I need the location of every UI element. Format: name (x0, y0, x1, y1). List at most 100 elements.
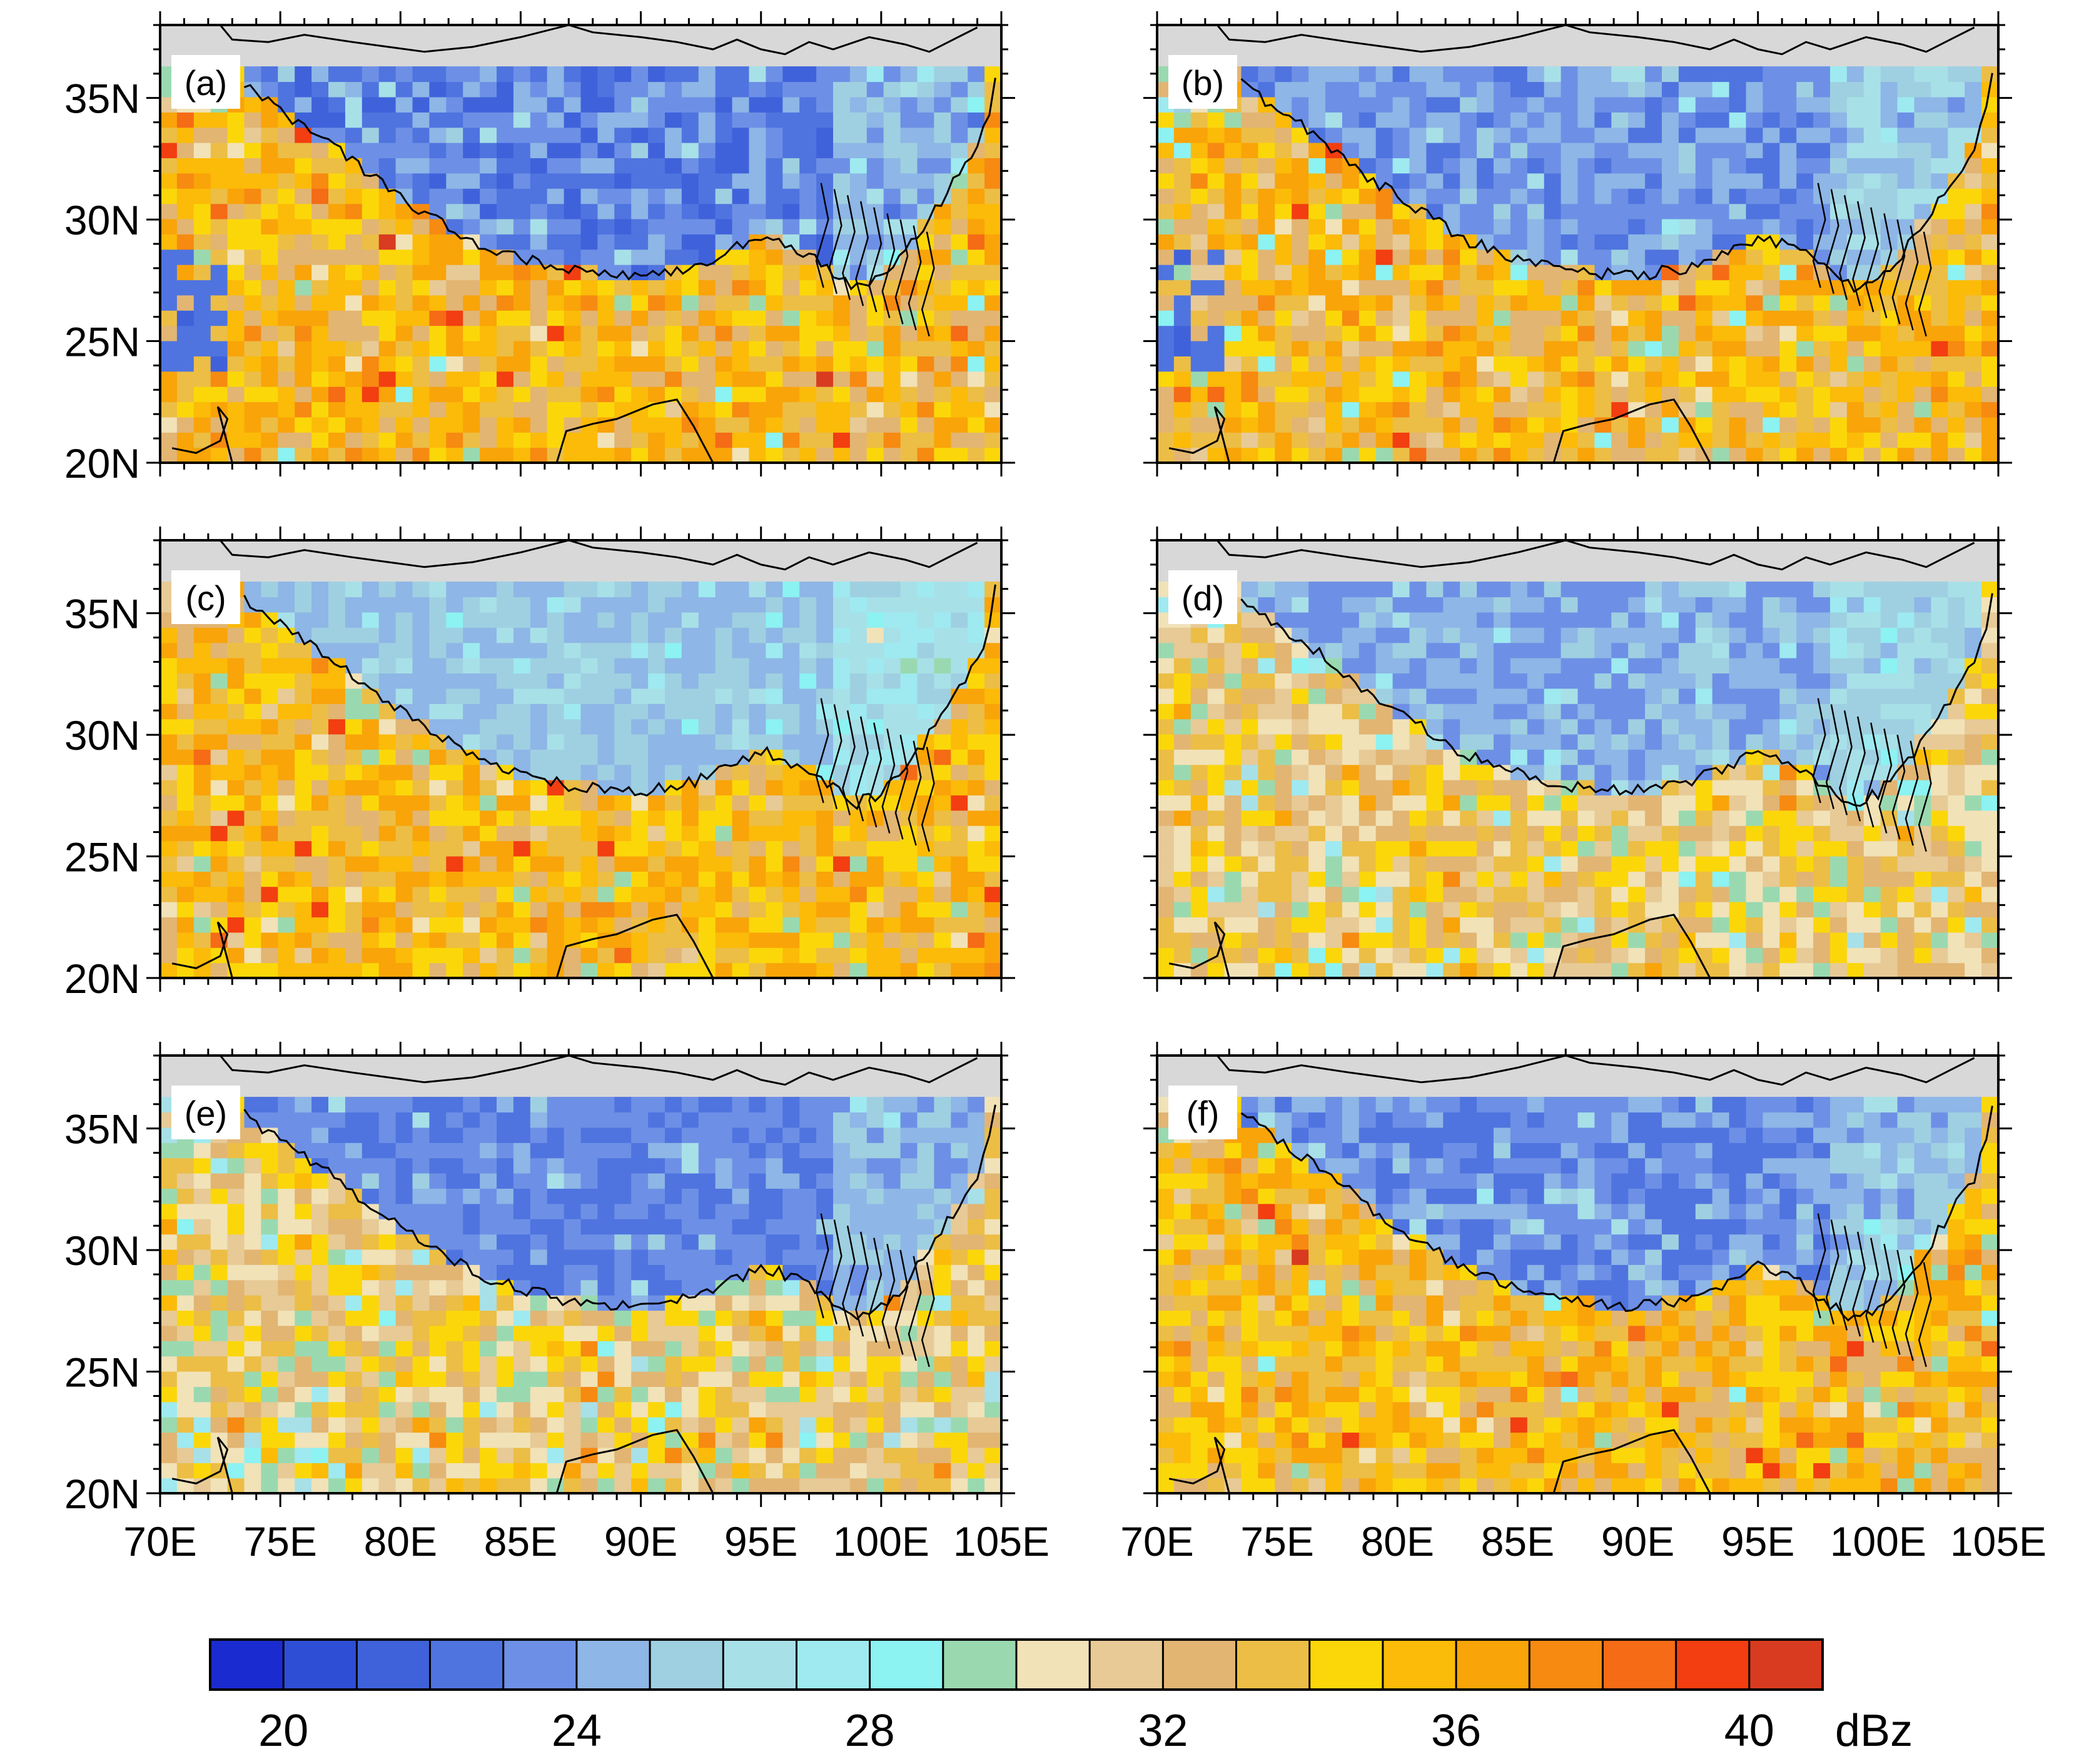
grid-cell (984, 902, 1002, 918)
grid-cell (227, 780, 245, 796)
grid-cell (698, 280, 716, 296)
grid-cell (345, 703, 363, 720)
grid-cell (698, 642, 716, 658)
grid-cell (1577, 810, 1595, 826)
grid-cell (345, 341, 363, 356)
grid-cell (580, 203, 598, 219)
grid-cell (530, 886, 548, 902)
grid-cell (261, 840, 278, 857)
grid-cell (968, 688, 985, 704)
grid-cell (1392, 902, 1410, 918)
grid-cell (614, 597, 632, 613)
grid-cell (1594, 795, 1612, 811)
grid-cell (732, 310, 750, 326)
grid-cell (1763, 218, 1780, 234)
grid-cell (1914, 447, 1931, 463)
grid-cell (295, 203, 312, 219)
grid-cell (1258, 795, 1275, 811)
grid-cell (160, 917, 178, 933)
grid-cell (429, 143, 447, 158)
grid-cell (732, 733, 750, 750)
grid-cell (1846, 112, 1864, 128)
grid-cell (412, 917, 430, 933)
grid-cell (1695, 386, 1713, 403)
grid-cell (799, 81, 817, 98)
grid-cell (934, 749, 951, 765)
grid-cell (597, 688, 615, 704)
grid-cell (1342, 401, 1360, 418)
grid-cell (1729, 356, 1747, 372)
grid-cell (1342, 962, 1360, 979)
grid-cell (295, 249, 312, 265)
grid-cell (1157, 295, 1175, 311)
grid-cell (1241, 96, 1258, 113)
grid-cell (782, 947, 800, 964)
river-line (828, 189, 842, 295)
grid-cell (1275, 371, 1292, 387)
grid-cell (1897, 416, 1915, 433)
grid-cell (1157, 902, 1175, 918)
grid-cell (648, 871, 665, 887)
grid-cell (395, 173, 413, 189)
grid-cell (917, 917, 934, 933)
grid-cell (210, 795, 228, 811)
grid-cell (1746, 249, 1763, 265)
grid-cell (1561, 218, 1579, 234)
grid-cell (1897, 143, 1915, 158)
grid-cell (1712, 341, 1730, 356)
grid-cell (1358, 96, 1377, 113)
grid-cell (378, 673, 397, 689)
grid-cell (210, 810, 228, 826)
grid-cell (244, 764, 261, 780)
grid-cell (833, 582, 851, 598)
grid-cell (1510, 447, 1528, 463)
grid-cell (1729, 203, 1747, 219)
grid-cell (698, 127, 716, 143)
grid-cell (1342, 96, 1360, 113)
grid-cell (193, 401, 211, 418)
grid-cell (1292, 386, 1309, 403)
grid-cell (1460, 780, 1477, 796)
grid-cell (648, 902, 665, 918)
grid-cell (1241, 310, 1258, 326)
grid-cell (833, 173, 851, 189)
grid-cell (1611, 188, 1629, 204)
grid-cell (176, 871, 195, 887)
grid-cell (1258, 371, 1275, 387)
grid-cell (951, 96, 968, 113)
grid-cell (1325, 825, 1343, 842)
grid-cell (1308, 203, 1326, 219)
grid-cell (799, 447, 817, 463)
grid-cell (1494, 341, 1511, 356)
grid-cell (176, 158, 195, 174)
grid-cell (328, 386, 346, 403)
grid-cell (732, 582, 750, 598)
grid-cell (210, 840, 228, 857)
grid-cell (1510, 401, 1528, 418)
grid-cell (1931, 112, 1948, 128)
ticks (146, 527, 1015, 992)
grid-cell (1258, 658, 1275, 673)
grid-cell (378, 66, 397, 83)
grid-cell (176, 703, 195, 720)
grid-cell (1662, 447, 1679, 463)
grid-cell (698, 325, 716, 341)
grid-cell (866, 96, 884, 113)
grid-cell (1292, 143, 1309, 158)
grid-cell (1375, 295, 1394, 311)
grid-cell (597, 733, 615, 750)
grid-cell (1190, 112, 1208, 128)
grid-cell (1931, 341, 1948, 356)
grid-cell (614, 749, 632, 765)
grid-cell (311, 612, 329, 628)
western-coastline (1168, 406, 1230, 463)
grid-cell (1258, 112, 1275, 128)
grid-cell (564, 871, 582, 887)
grid-cell (883, 158, 901, 174)
grid-cell (278, 703, 295, 720)
grid-cell (1594, 401, 1612, 418)
grid-cell (1358, 764, 1377, 780)
grid-cell (1561, 718, 1579, 735)
grid-cell (1426, 218, 1444, 234)
grid-cell (530, 749, 548, 765)
